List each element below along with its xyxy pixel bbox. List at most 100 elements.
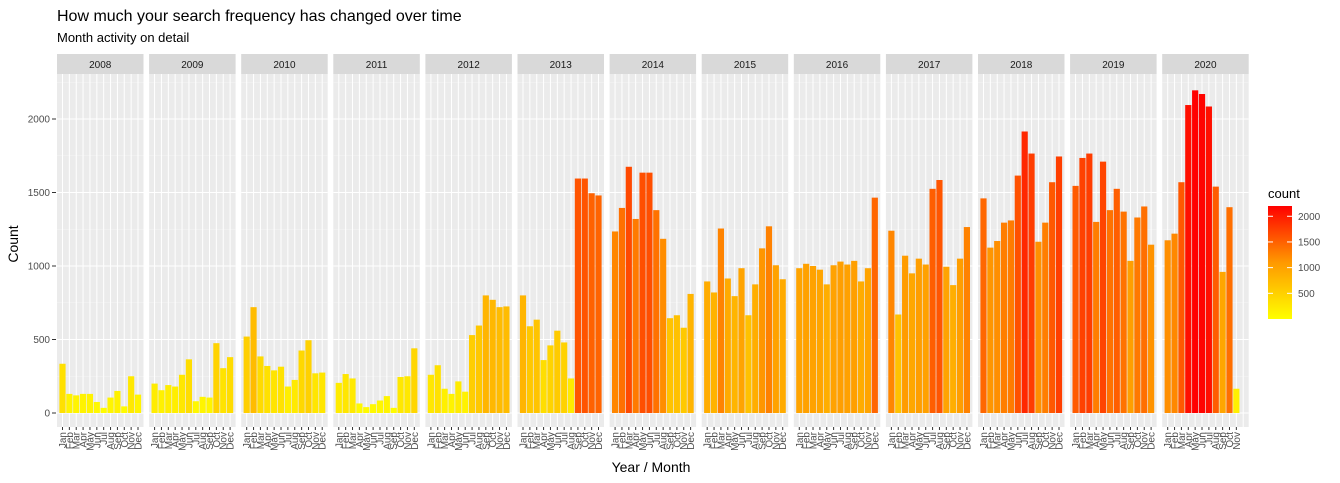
x-tick-label: Mar <box>993 431 1004 449</box>
y-tick-label: 1000 <box>28 262 51 273</box>
x-tick-label: May <box>638 432 649 451</box>
x-tick-label: Aug <box>106 432 117 450</box>
x-tick-label: Jun <box>184 432 195 448</box>
bar <box>752 284 759 413</box>
x-tick-label: Feb <box>525 432 536 450</box>
facet-strip-label: 2019 <box>1102 60 1125 71</box>
bar <box>902 255 909 413</box>
bar <box>227 357 234 413</box>
bar <box>857 281 865 413</box>
facet-strip-label: 2009 <box>181 60 204 71</box>
x-tick-label: Feb <box>894 432 905 450</box>
color-legend: count 500 1000 1500 2000 <box>1268 186 1321 319</box>
bar <box>929 188 936 413</box>
x-tick-label: Mar <box>901 431 912 449</box>
bar <box>475 325 483 413</box>
bar <box>93 401 100 413</box>
bar <box>704 281 711 413</box>
y-tick-label: 0 <box>44 409 50 420</box>
x-tick-label: Jun <box>92 432 103 448</box>
bar <box>830 265 837 413</box>
bar <box>533 319 540 413</box>
facet-strip-label: 2011 <box>366 60 388 71</box>
bar <box>908 273 916 413</box>
bar <box>574 178 582 413</box>
x-tick-label: Jul <box>1204 432 1215 445</box>
x-tick-label: Jul <box>744 432 755 445</box>
x-tick-label: Sep <box>666 432 677 450</box>
bar <box>1120 211 1127 413</box>
x-tick-label: Apr <box>631 431 642 447</box>
bar <box>837 261 844 413</box>
x-tick-label: Aug <box>1211 432 1222 450</box>
bar <box>356 403 363 413</box>
bar <box>639 172 646 413</box>
bar <box>243 336 250 413</box>
bar <box>1079 157 1086 413</box>
x-tick-label: Feb <box>249 432 260 450</box>
bar <box>455 381 462 413</box>
bar <box>128 376 135 413</box>
x-tick-label: Jul <box>375 432 386 445</box>
legend-label: 1500 <box>1298 237 1321 248</box>
x-tick-label: Jun <box>1013 432 1024 448</box>
bar <box>779 279 786 413</box>
x-tick-label: Jul <box>191 432 202 445</box>
facet-strip-label: 2017 <box>918 60 941 71</box>
bar <box>59 363 66 413</box>
x-tick-label: Aug <box>382 432 393 450</box>
bar <box>943 266 950 413</box>
x-tick-label: Mar <box>72 431 83 449</box>
x-tick-label: Apr <box>355 431 366 447</box>
facet-strip-label: 2014 <box>642 60 665 71</box>
x-tick-label: Dec <box>1147 432 1158 450</box>
x-tick-label: Apr <box>723 431 734 447</box>
x-tick-label: Jan <box>795 432 806 448</box>
x-tick-label: Mar <box>440 431 451 449</box>
x-tick-label: May <box>1191 432 1202 451</box>
x-tick-label: Dec <box>502 432 513 450</box>
x-tick-label: Aug <box>198 432 209 450</box>
bar <box>213 343 220 413</box>
bar <box>864 268 872 413</box>
x-tick-label: Apr <box>447 431 458 447</box>
x-tick-label: Mar <box>809 431 820 449</box>
facet-strip <box>149 54 236 74</box>
bar <box>134 394 142 413</box>
x-tick-label: Oct <box>764 432 775 448</box>
x-tick-label: Mar <box>532 431 543 449</box>
bar <box>121 406 128 413</box>
bar <box>618 207 626 413</box>
x-tick-label: Jul <box>1020 432 1031 445</box>
bar <box>1014 175 1021 413</box>
bar <box>803 263 810 413</box>
facet-panels: 2008JanFebMarAprMayJunJulAugSepOctNovDec… <box>57 54 1249 451</box>
x-tick-label: Mar <box>1085 431 1096 449</box>
facet-strip <box>517 54 604 74</box>
bar <box>1028 153 1035 414</box>
x-tick-label: Dec <box>410 432 421 450</box>
x-tick-label: Dec <box>134 432 145 450</box>
bar <box>1226 207 1233 413</box>
bar <box>411 348 418 413</box>
x-tick-label: Jun <box>1105 432 1116 448</box>
bar <box>264 365 271 413</box>
bar <box>192 401 199 413</box>
bar <box>441 388 448 413</box>
x-tick-label: Oct <box>304 432 315 448</box>
bar <box>73 395 80 413</box>
x-tick-label: Dec <box>226 432 237 450</box>
facet-strip-label: 2015 <box>734 60 757 71</box>
bar <box>151 383 158 413</box>
x-tick-label: Aug <box>843 432 854 450</box>
bar <box>745 315 752 413</box>
bar <box>632 218 639 413</box>
bar <box>1072 185 1079 413</box>
x-tick-label: Feb <box>157 432 168 450</box>
x-tick-label: Jun <box>829 432 840 448</box>
